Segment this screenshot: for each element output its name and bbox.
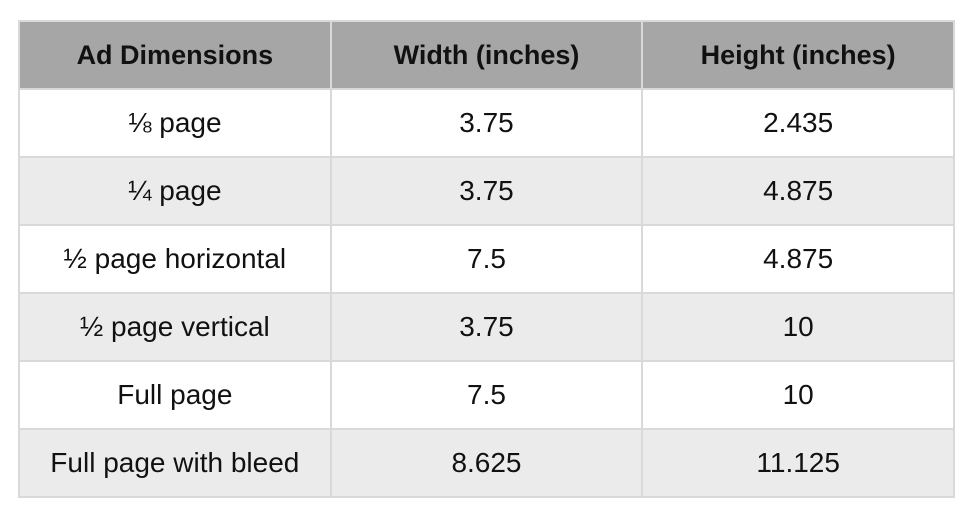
table-cell: ⅛ page: [18, 88, 332, 158]
table-cell: 8.625: [329, 428, 644, 498]
table-cell: 7.5: [329, 224, 644, 294]
header-cell: Width (inches): [329, 20, 644, 90]
table-cell: 3.75: [329, 156, 644, 226]
table-cell: 3.75: [329, 292, 644, 362]
table-cell: 11.125: [641, 428, 955, 498]
table-cell: ½ page horizontal: [18, 224, 332, 294]
table-row: ⅛ page 3.75 2.435: [18, 88, 955, 158]
table-row: ½ page horizontal 7.5 4.875: [18, 224, 955, 294]
header-row: Ad Dimensions Width (inches) Height (inche…: [18, 20, 955, 90]
table-body: ⅛ page 3.75 2.435 ¼ page 3.75 4.875 ½ page hor…: [18, 88, 955, 498]
ad-dimensions-table: Ad Dimensions Width (inches) Height (inche…: [18, 20, 955, 498]
table-cell: 4.875: [641, 224, 955, 294]
table-cell: ¼ page: [18, 156, 332, 226]
table-row: ½ page vertical 3.75 10: [18, 292, 955, 362]
header-cell: Ad Dimensions: [18, 20, 332, 90]
header-cell: Height (inches): [641, 20, 955, 90]
table-cell: 10: [641, 292, 955, 362]
table-cell: 10: [641, 360, 955, 430]
table-cell: Full page: [18, 360, 332, 430]
table-cell: Full page with bleed: [18, 428, 332, 498]
table-cell: 3.75: [329, 88, 644, 158]
table-row: Full page 7.5 10: [18, 360, 955, 430]
table-row: Full page with bleed 8.625 11.125: [18, 428, 955, 498]
table-cell: ½ page vertical: [18, 292, 332, 362]
table-cell: 4.875: [641, 156, 955, 226]
table-cell: 7.5: [329, 360, 644, 430]
table-row: ¼ page 3.75 4.875: [18, 156, 955, 226]
table-cell: 2.435: [641, 88, 955, 158]
